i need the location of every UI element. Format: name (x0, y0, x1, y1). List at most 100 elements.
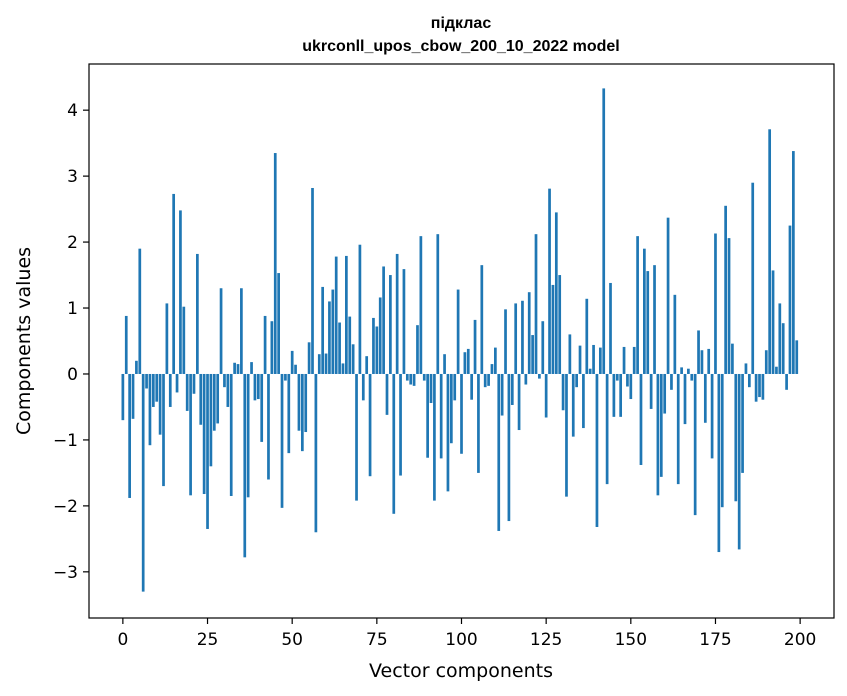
y-tick-label: −3 (53, 563, 78, 583)
bar (727, 238, 731, 374)
bar (778, 303, 782, 374)
bar (609, 282, 612, 374)
bar (585, 298, 589, 374)
bar (389, 275, 392, 374)
bar (470, 373, 474, 400)
bar (280, 373, 284, 508)
bar (270, 321, 274, 374)
bar (361, 373, 365, 401)
bar (720, 373, 724, 508)
bar (307, 342, 311, 374)
bar (331, 289, 335, 374)
bar (768, 129, 772, 374)
bar (517, 373, 521, 431)
bar (172, 193, 176, 374)
bar (151, 373, 155, 407)
bar (297, 373, 301, 431)
bar (643, 248, 646, 374)
bar (602, 88, 606, 374)
bar (179, 210, 182, 374)
bar (673, 294, 677, 374)
bar (690, 373, 694, 381)
bar (422, 373, 426, 381)
bar (588, 368, 592, 374)
bar (189, 373, 192, 496)
x-tick-label: 150 (615, 630, 647, 650)
bar (446, 373, 450, 492)
bar (626, 373, 629, 387)
y-tick-label: 0 (67, 365, 78, 385)
bar (267, 373, 270, 480)
bar (629, 373, 633, 400)
bar (463, 352, 467, 374)
bar (551, 284, 555, 374)
bar (284, 373, 287, 381)
bar (311, 187, 314, 374)
x-tick-label: 100 (445, 630, 477, 650)
bar (758, 373, 761, 398)
bar (443, 354, 446, 374)
bar (202, 373, 206, 495)
bar (185, 373, 189, 411)
bar (792, 151, 795, 374)
bar (229, 373, 233, 496)
bar (212, 373, 216, 431)
chart-subtitle: ukrconll_upos_cbow_200_10_2022 model (302, 38, 619, 55)
bar (426, 373, 429, 458)
bar (436, 234, 440, 374)
bar (240, 288, 243, 374)
bar (165, 303, 169, 374)
bar (524, 373, 528, 385)
bar (751, 182, 755, 374)
y-tick-label: 2 (67, 233, 78, 253)
bar (348, 316, 352, 374)
bar (121, 373, 125, 421)
x-tick-label: 75 (366, 630, 388, 650)
bar (378, 297, 382, 374)
x-tick-label: 125 (530, 630, 562, 650)
bar (656, 373, 660, 496)
bar (145, 373, 148, 389)
bar (460, 373, 463, 454)
bar (649, 373, 653, 409)
bar (365, 356, 369, 374)
bar (419, 236, 423, 374)
bar (680, 367, 683, 374)
bar (761, 373, 765, 400)
bar (385, 373, 389, 415)
bar (321, 286, 325, 374)
bar (622, 346, 626, 374)
bar (632, 346, 636, 374)
x-tick-label: 25 (197, 630, 219, 650)
bar (561, 373, 565, 411)
bar (666, 217, 670, 374)
bar (615, 373, 619, 381)
bar (747, 373, 751, 388)
bar (788, 225, 792, 374)
bar (345, 255, 348, 374)
bar (771, 270, 775, 374)
bar (544, 373, 548, 418)
bar (697, 330, 700, 374)
bar (497, 373, 501, 531)
bar (141, 373, 145, 592)
y-axis-ticks: −3 −2 −1 0 1 2 3 4 (53, 101, 89, 583)
bar (449, 373, 453, 444)
bar (473, 319, 477, 374)
bar (155, 373, 159, 402)
bar (741, 373, 744, 473)
bar (612, 373, 616, 417)
x-tick-label: 50 (281, 630, 303, 650)
bar (341, 363, 345, 374)
bar (653, 265, 656, 374)
bar (714, 233, 717, 374)
bar (233, 362, 236, 374)
bar (487, 373, 490, 386)
bar (351, 344, 355, 374)
bar (226, 373, 230, 407)
bar (670, 373, 673, 390)
bar (646, 271, 650, 374)
bar (300, 373, 304, 452)
bar (734, 373, 738, 502)
bar (372, 317, 375, 374)
